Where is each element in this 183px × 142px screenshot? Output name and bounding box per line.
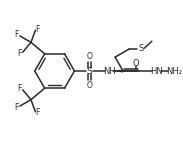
- Text: F: F: [15, 103, 19, 112]
- Text: S: S: [138, 44, 143, 53]
- Polygon shape: [114, 70, 123, 72]
- Text: F: F: [15, 30, 19, 39]
- Text: F: F: [18, 49, 22, 58]
- Text: O: O: [86, 81, 92, 90]
- Text: O: O: [133, 59, 139, 68]
- Text: O: O: [86, 52, 92, 61]
- Text: F: F: [36, 108, 40, 117]
- Text: S: S: [86, 66, 92, 76]
- Text: F: F: [18, 84, 22, 93]
- Text: HN: HN: [150, 66, 163, 76]
- Text: NH₂: NH₂: [166, 66, 182, 76]
- Text: F: F: [36, 25, 40, 34]
- Text: NH: NH: [103, 66, 115, 76]
